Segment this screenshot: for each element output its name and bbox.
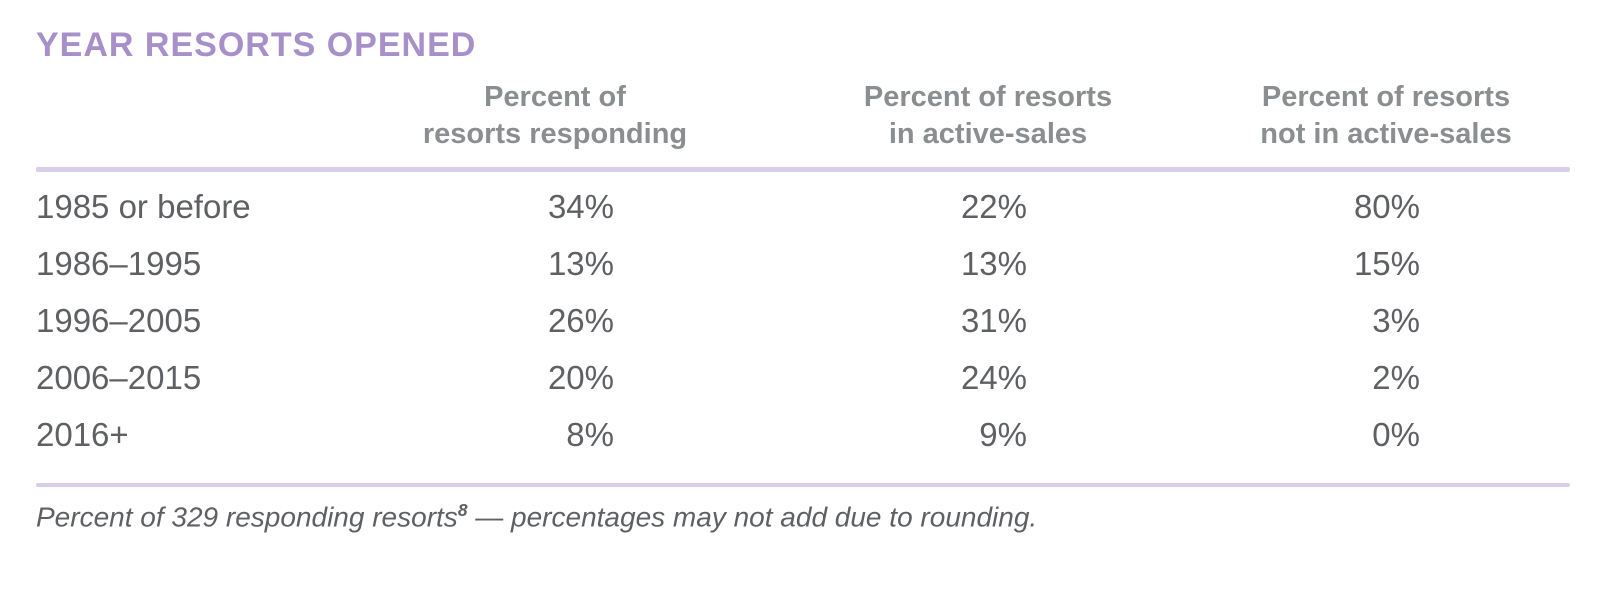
table-row: 2016+ 8% 9% 0% xyxy=(36,406,1570,463)
cell-responding: 8% xyxy=(566,415,614,453)
table-row: 1996–2005 26% 31% 3% xyxy=(36,292,1570,349)
column-header-active-sales-line1: Percent of resorts xyxy=(863,81,1113,113)
table-header-row: Percent of resorts responding Percent of… xyxy=(36,79,1570,167)
cell-not-active-sales: 80% xyxy=(1353,187,1420,225)
cell-responding: 26% xyxy=(547,301,614,339)
cell-not-active-sales: 0% xyxy=(1372,415,1420,453)
cell-not-active-sales: 15% xyxy=(1353,244,1420,282)
column-header-not-active-sales-line2: not in active-sales xyxy=(1260,118,1512,150)
row-label: 2016+ xyxy=(36,415,129,453)
footnote-text-after: — percentages may not add due to roundin… xyxy=(467,501,1038,533)
table-row: 2006–2015 20% 24% 2% xyxy=(36,349,1570,406)
page-title: YEAR RESORTS OPENED xyxy=(36,26,477,64)
column-header-active-sales-line2: in active-sales xyxy=(888,118,1088,150)
table-row: 1985 or before 34% 22% 80% xyxy=(36,178,1570,235)
column-header-active-sales: Percent of resorts in active-sales xyxy=(774,79,1202,167)
cell-active-sales: 31% xyxy=(960,301,1027,339)
table-body: 1985 or before 34% 22% 80% 1986–1995 13%… xyxy=(36,178,1570,463)
column-header-not-active-sales: Percent of resorts not in active-sales xyxy=(1202,79,1570,167)
row-label: 2006–2015 xyxy=(36,358,202,396)
footnote-superscript: 8 xyxy=(457,500,468,520)
cell-active-sales: 24% xyxy=(960,358,1027,396)
column-header-responding-line2: resorts responding xyxy=(422,118,688,150)
cell-responding: 13% xyxy=(547,244,614,282)
row-label: 1996–2005 xyxy=(36,301,202,339)
cell-active-sales: 22% xyxy=(960,187,1027,225)
cell-responding: 34% xyxy=(547,187,614,225)
cell-active-sales: 13% xyxy=(960,244,1027,282)
table-row: 1986–1995 13% 13% 15% xyxy=(36,235,1570,292)
cell-active-sales: 9% xyxy=(979,415,1027,453)
cell-not-active-sales: 2% xyxy=(1372,358,1420,396)
report-table-figure: YEAR RESORTS OPENED Percent of resorts r… xyxy=(36,26,1570,533)
footnote: Percent of 329 responding resorts8 — per… xyxy=(36,500,1570,533)
column-header-not-active-sales-line1: Percent of resorts xyxy=(1261,81,1511,113)
table-top-rule xyxy=(36,167,1570,172)
row-label: 1985 or before xyxy=(36,187,251,225)
column-header-responding: Percent of resorts responding xyxy=(336,79,774,167)
column-header-empty xyxy=(36,79,336,167)
column-header-responding-line1: Percent of xyxy=(484,81,626,113)
footnote-text: Percent of 329 responding resorts xyxy=(36,501,458,533)
cell-not-active-sales: 3% xyxy=(1372,301,1420,339)
cell-responding: 20% xyxy=(547,358,614,396)
row-label: 1986–1995 xyxy=(36,244,202,282)
table-bottom-rule xyxy=(36,483,1570,487)
